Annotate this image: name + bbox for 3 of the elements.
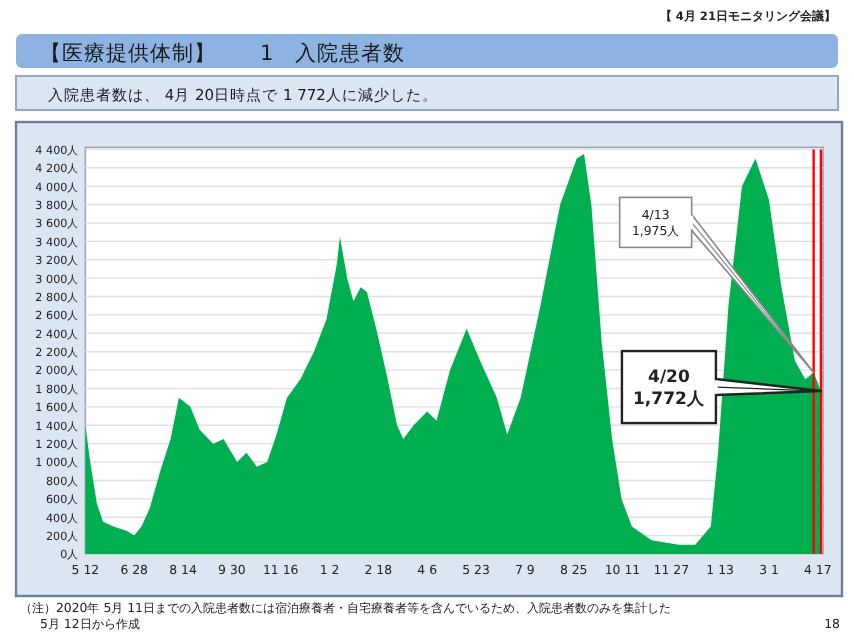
annotation: 1,772人 (633, 390, 705, 411)
title: 【医療提供体制】 1 入院患者数 (40, 42, 406, 66)
annotation: 4/20 (648, 367, 690, 388)
